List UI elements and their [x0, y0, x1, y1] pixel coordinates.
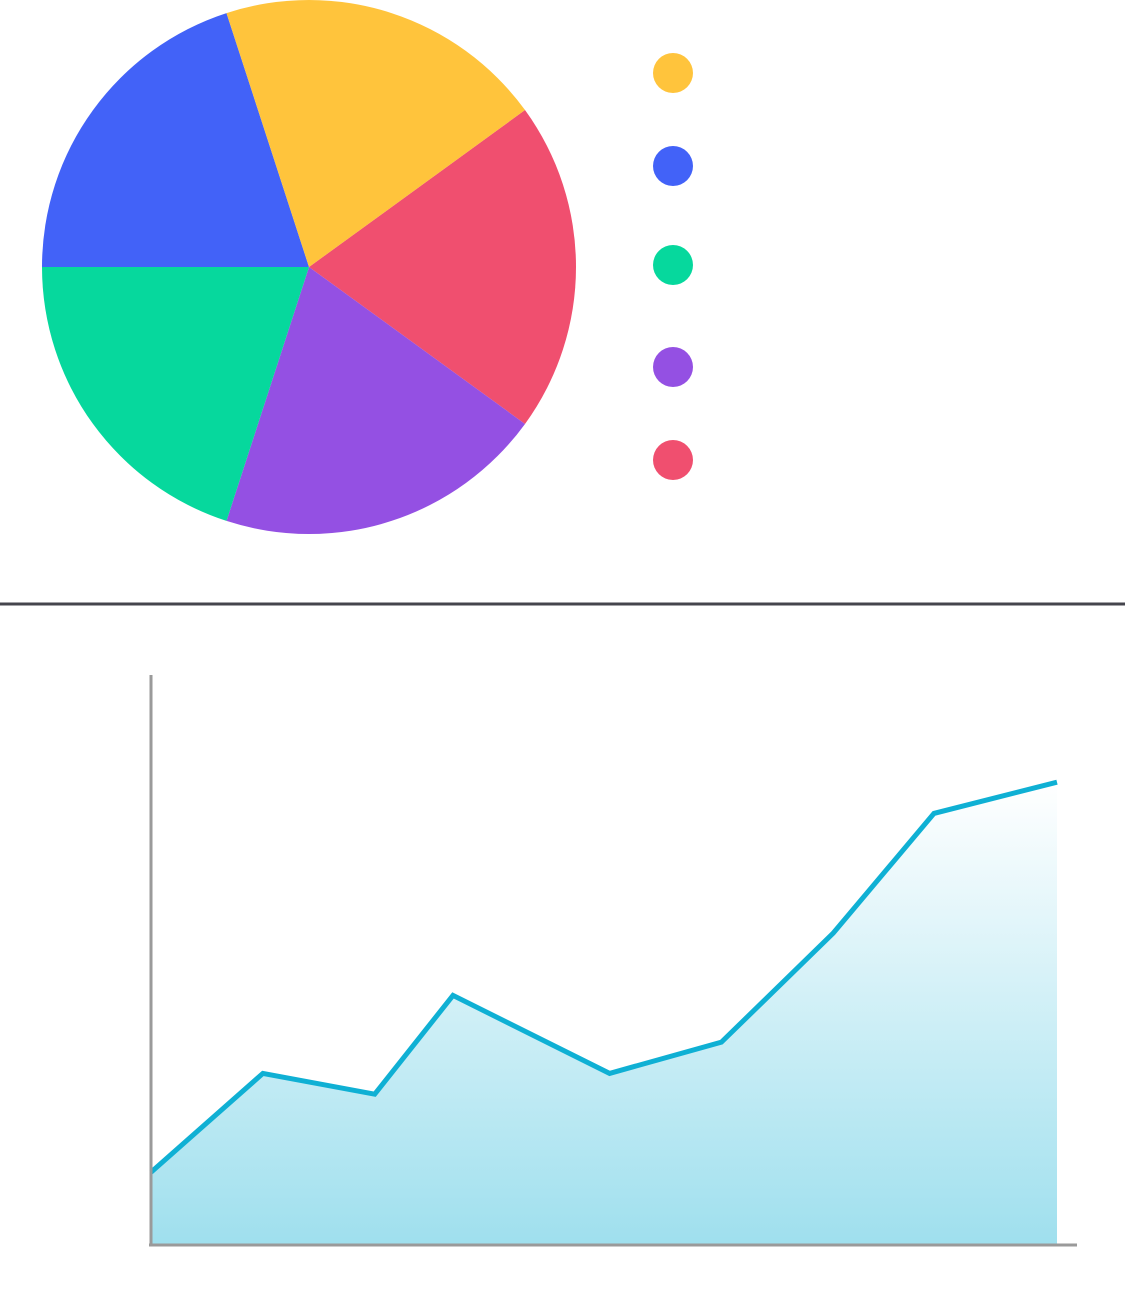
- area-line: [149, 779, 1058, 1175]
- pie-chart: [42, 0, 577, 534]
- pie-slice-3: [42, 267, 309, 521]
- legend-item-3: [653, 245, 693, 285]
- legend-item-1: [653, 53, 693, 93]
- area-chart: [149, 675, 1077, 1247]
- area-fill: [151, 782, 1057, 1245]
- pie-slice-1: [309, 110, 577, 424]
- pie-legend: [653, 53, 693, 480]
- legend-item-2: [653, 146, 693, 186]
- legend-item-4: [653, 347, 693, 387]
- legend-swatch: [653, 53, 693, 93]
- legend-swatch: [653, 146, 693, 186]
- pie-slice-5: [226, 0, 526, 268]
- legend-swatch: [653, 245, 693, 285]
- pie-slice-2: [226, 267, 526, 534]
- pie-slice-4: [42, 13, 309, 267]
- legend-swatch: [653, 440, 693, 480]
- legend-item-5: [653, 440, 693, 480]
- legend-swatch: [653, 347, 693, 387]
